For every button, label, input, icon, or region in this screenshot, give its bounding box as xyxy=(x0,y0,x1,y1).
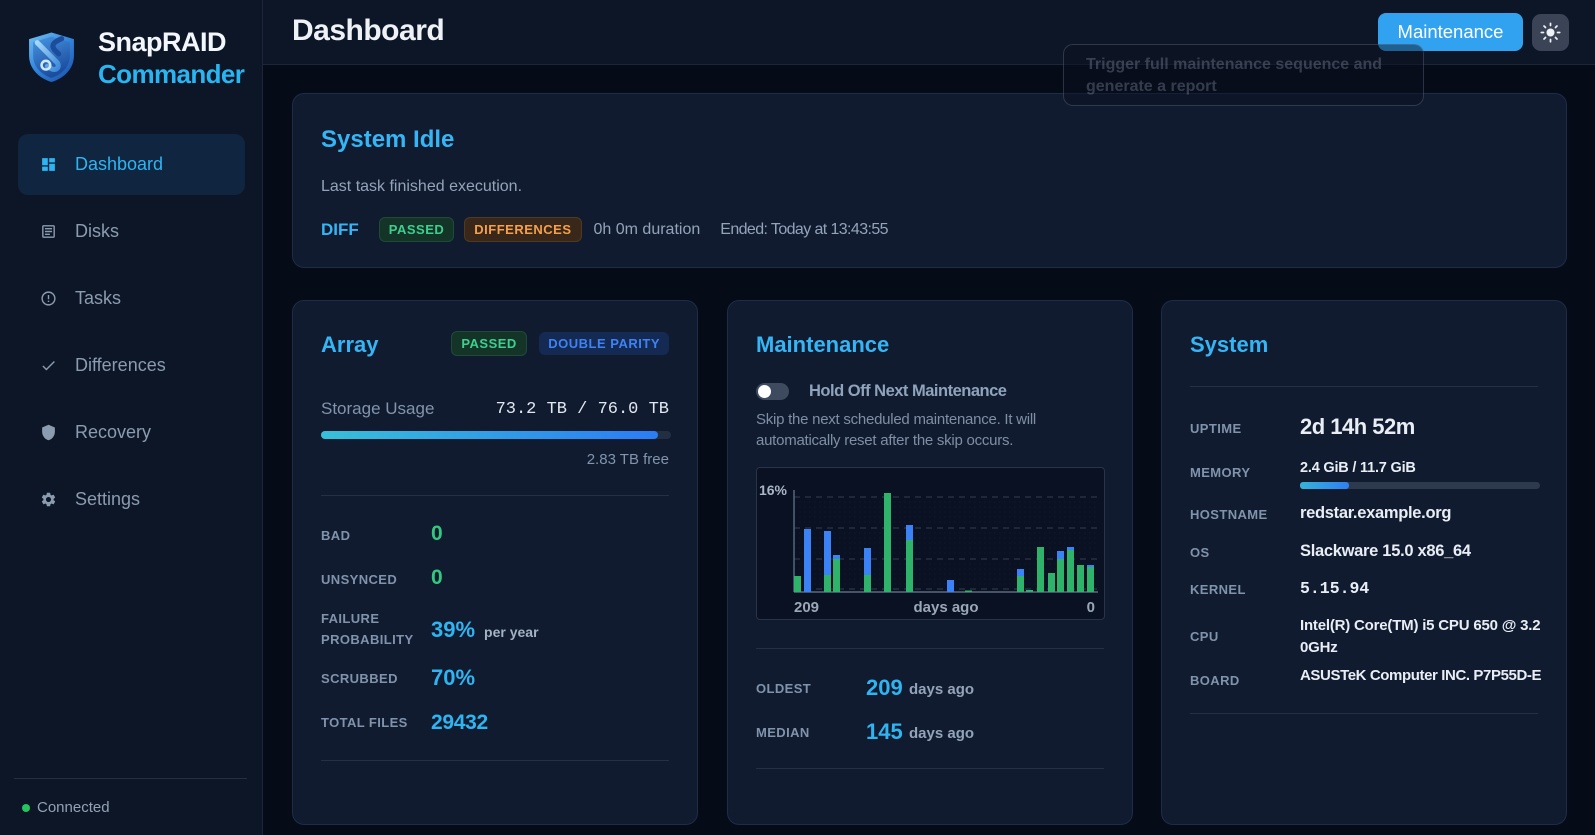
svg-text:209: 209 xyxy=(794,599,819,616)
svg-text:days ago: days ago xyxy=(913,599,978,616)
svg-text:0: 0 xyxy=(1087,599,1095,616)
svg-text:16%: 16% xyxy=(759,482,788,498)
